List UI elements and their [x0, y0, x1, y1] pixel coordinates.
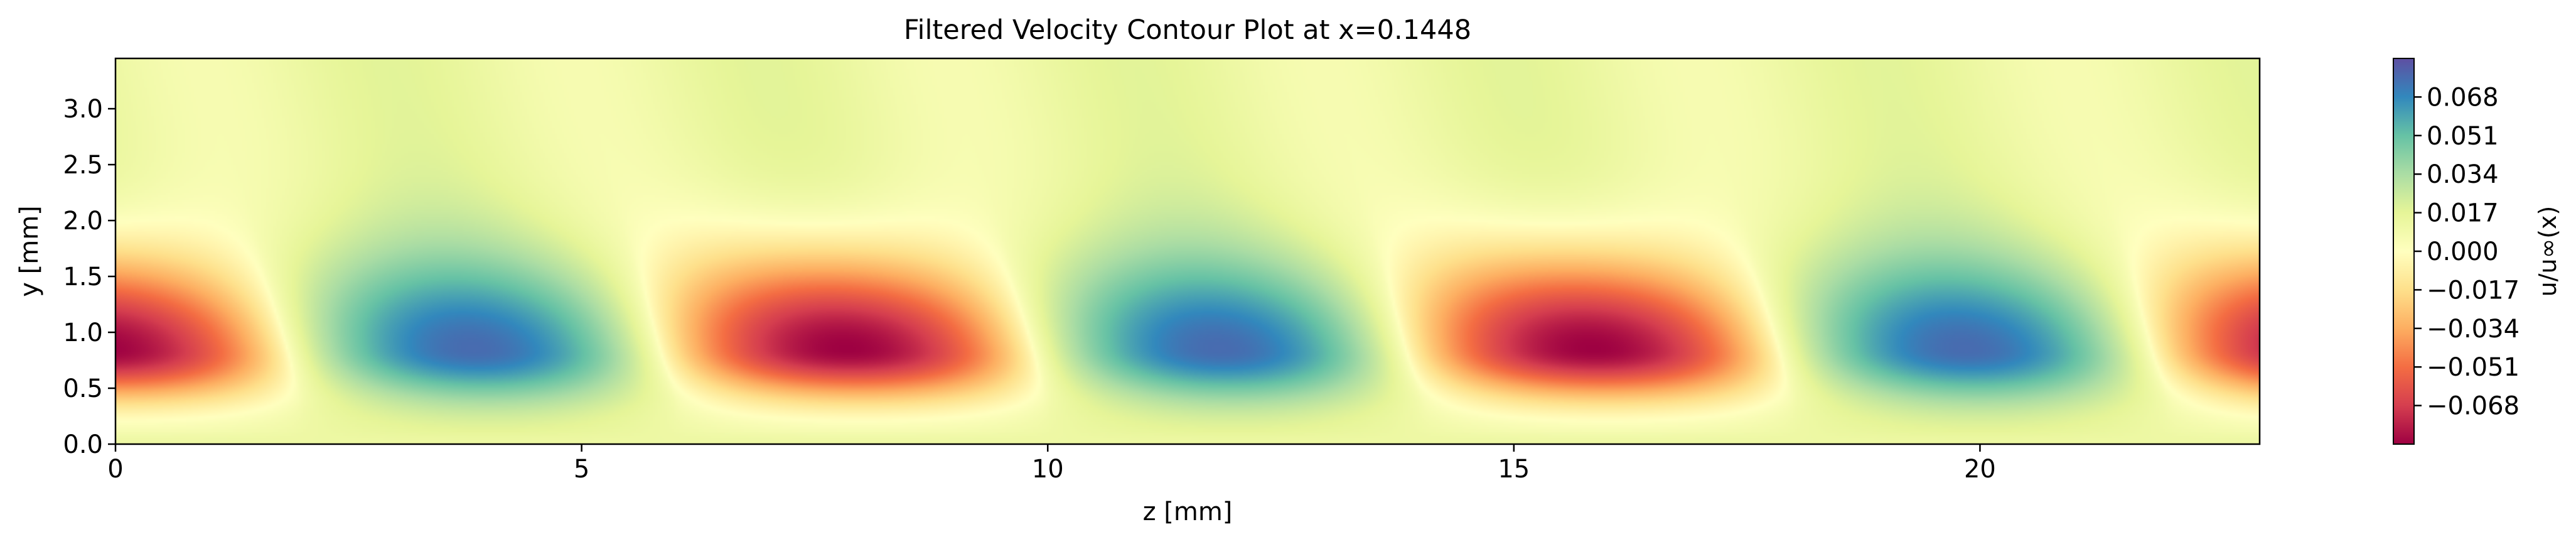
colorbar-tick-label: 0.068 [2427, 83, 2499, 112]
x-axis-label: z [mm] [1143, 498, 1233, 526]
x-tick-label: 20 [1964, 455, 1996, 484]
colorbar-tick-label: −0.034 [2427, 315, 2520, 344]
x-tick-label: 0 [107, 455, 123, 484]
y-axis-label: y [mm] [15, 205, 44, 297]
colorbar-label: u/u∞(x) [2534, 206, 2562, 297]
y-tick-label: 2.5 [63, 151, 103, 180]
colorbar: 0.068 0.051 0.034 0.017 0.000 −0.017 −0.034 −0.… [2393, 58, 2562, 445]
colorbar-gradient [2393, 58, 2414, 444]
plot-area [114, 57, 2261, 445]
plot-frame [114, 57, 2261, 445]
colorbar-tick-label: 0.034 [2427, 160, 2499, 189]
chart-title: Filtered Velocity Contour Plot at x=0.14… [904, 14, 1471, 46]
y-tick-label: 0.5 [63, 374, 103, 403]
colorbar-tick-label: −0.068 [2427, 392, 2520, 421]
colorbar-tick-label: −0.051 [2427, 353, 2520, 382]
colorbar-tick-label: 0.017 [2427, 199, 2499, 228]
y-axis-ticks: 0.0 0.5 1.0 1.5 2.0 2.5 3.0 [63, 95, 115, 459]
x-tick-label: 15 [1498, 455, 1530, 484]
y-tick-label: 2.0 [63, 207, 103, 236]
x-tick-label: 5 [574, 455, 589, 484]
x-tick-label: 10 [1032, 455, 1064, 484]
y-tick-label: 3.0 [63, 95, 103, 124]
y-tick-label: 0.0 [63, 430, 103, 459]
colorbar-tick-label: 0.000 [2427, 237, 2499, 266]
y-tick-label: 1.5 [63, 263, 103, 291]
heatmap-field [115, 58, 2260, 444]
x-axis-ticks: 0 5 10 15 20 [107, 444, 1996, 484]
y-tick-label: 1.0 [63, 318, 103, 347]
colorbar-ticks: 0.068 0.051 0.034 0.017 0.000 −0.017 −0.034 −0.… [2414, 83, 2520, 421]
colorbar-tick-label: 0.051 [2427, 122, 2499, 151]
colorbar-tick-label: −0.017 [2427, 276, 2520, 305]
